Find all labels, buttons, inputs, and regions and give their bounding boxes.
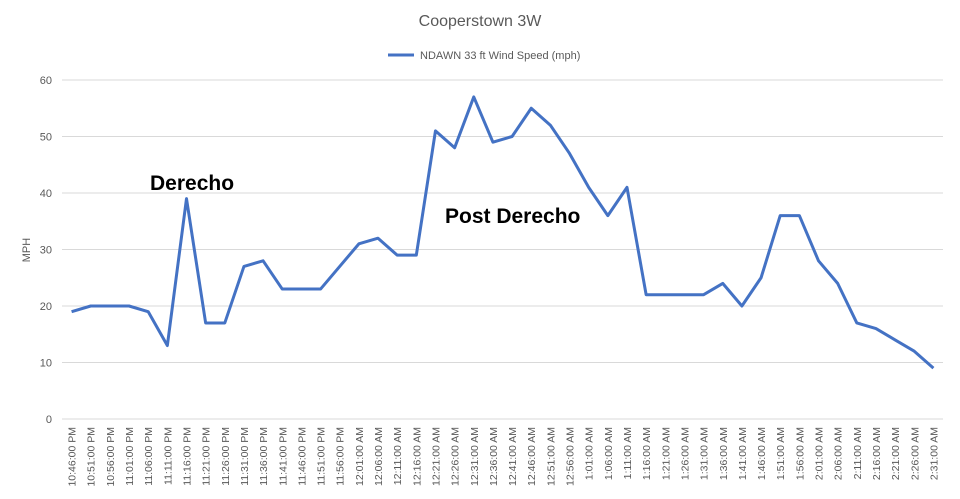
- y-tick-label: 10: [40, 358, 52, 370]
- x-tick-label: 10:56:00 PM: [105, 427, 117, 487]
- x-tick-label: 12:46:00 AM: [526, 427, 538, 486]
- y-tick-label: 30: [40, 245, 52, 257]
- x-tick-label: 11:31:00 PM: [239, 427, 251, 486]
- x-tick-label: 10:46:00 PM: [67, 427, 79, 487]
- x-tick-label: 12:56:00 AM: [565, 427, 577, 486]
- x-tick-label: 12:21:00 AM: [430, 427, 442, 486]
- x-tick-label: 12:16:00 AM: [411, 427, 423, 486]
- x-tick-label: 2:21:00 AM: [890, 427, 902, 480]
- x-tick-label: 10:51:00 PM: [86, 427, 98, 487]
- x-tick-label: 1:36:00 AM: [718, 427, 730, 480]
- x-tick-label: 1:16:00 AM: [641, 427, 653, 480]
- x-tick-label: 2:31:00 AM: [928, 427, 940, 480]
- x-tick-label: 1:41:00 AM: [737, 427, 749, 480]
- x-tick-label: 12:51:00 AM: [545, 427, 557, 486]
- x-tick-label: 11:41:00 PM: [277, 427, 289, 486]
- x-tick-label: 12:01:00 AM: [354, 427, 366, 486]
- x-tick-label: 1:11:00 AM: [622, 427, 634, 479]
- x-tick-label: 1:56:00 AM: [794, 427, 806, 480]
- annotation: Post Derecho: [445, 205, 580, 228]
- x-tick-label: 11:26:00 PM: [220, 427, 232, 486]
- legend-label: NDAWN 33 ft Wind Speed (mph): [420, 50, 580, 62]
- y-tick-label: 40: [40, 188, 52, 200]
- x-tick-label: 11:21:00 PM: [201, 427, 213, 486]
- x-tick-label: 11:06:00 PM: [143, 427, 155, 486]
- x-tick-label: 1:21:00 AM: [660, 427, 672, 480]
- x-tick-label: 2:11:00 AM: [852, 427, 864, 479]
- x-tick-label: 2:06:00 AM: [833, 427, 845, 480]
- x-tick-label: 2:01:00 AM: [814, 427, 826, 480]
- x-tick-label: 11:01:00 PM: [124, 427, 136, 486]
- x-tick-label: 12:41:00 AM: [507, 427, 519, 486]
- x-tick-label: 1:31:00 AM: [699, 427, 711, 480]
- x-tick-label: 12:26:00 AM: [450, 427, 462, 486]
- x-tick-label: 2:26:00 AM: [909, 427, 921, 480]
- x-tick-label: 11:11:00 PM: [162, 427, 174, 485]
- x-tick-label: 1:46:00 AM: [756, 427, 768, 480]
- y-axis-label: MPH: [21, 238, 33, 263]
- x-tick-label: 11:51:00 PM: [316, 427, 328, 486]
- x-tick-label: 12:36:00 AM: [488, 427, 500, 486]
- x-tick-label: 11:36:00 PM: [258, 427, 270, 486]
- x-tick-label: 2:16:00 AM: [871, 427, 883, 480]
- x-tick-label: 11:16:00 PM: [181, 427, 193, 486]
- x-tick-label: 1:01:00 AM: [584, 427, 596, 480]
- x-tick-label: 11:56:00 PM: [335, 427, 347, 486]
- chart-title: Cooperstown 3W: [419, 13, 543, 30]
- x-tick-label: 12:06:00 AM: [373, 427, 385, 486]
- x-tick-label: 1:06:00 AM: [603, 427, 615, 480]
- y-tick-label: 20: [40, 301, 52, 313]
- y-tick-label: 50: [40, 132, 52, 144]
- x-tick-label: 11:46:00 PM: [296, 427, 308, 486]
- y-tick-label: 60: [40, 75, 52, 87]
- x-tick-label: 1:26:00 AM: [679, 427, 691, 480]
- annotation: Derecho: [150, 172, 234, 195]
- x-tick-label: 1:51:00 AM: [775, 427, 787, 480]
- x-tick-label: 12:11:00 AM: [392, 427, 404, 485]
- x-tick-label: 12:31:00 AM: [469, 427, 481, 486]
- line: [71, 95, 935, 370]
- y-tick-label: 0: [46, 414, 52, 426]
